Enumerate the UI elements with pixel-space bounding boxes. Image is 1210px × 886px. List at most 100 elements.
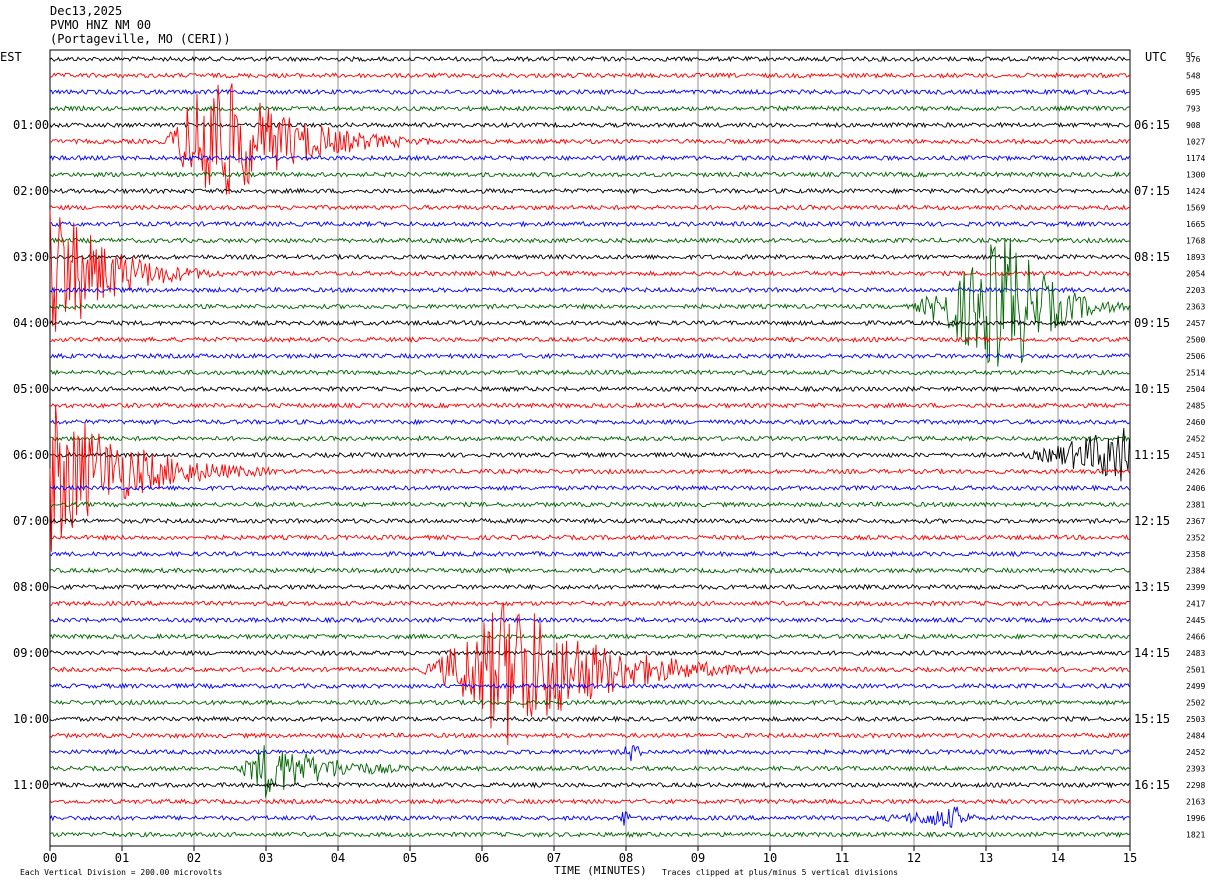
dc-offset-value: 548 bbox=[1186, 72, 1201, 81]
x-tick-label: 02 bbox=[187, 851, 201, 865]
right-timezone-label: UTC bbox=[1145, 50, 1167, 64]
dc-offset-value: 2406 bbox=[1186, 484, 1205, 493]
x-tick-label: 01 bbox=[115, 851, 129, 865]
dc-offset-value: 695 bbox=[1186, 88, 1201, 97]
dc-offset-value: 1893 bbox=[1186, 253, 1205, 262]
plot-frame bbox=[49, 49, 1131, 847]
trace-line bbox=[49, 319, 1130, 327]
trace-line bbox=[49, 237, 1130, 367]
dc-offset-value: 908 bbox=[1186, 121, 1201, 130]
dc-offset-value: 2466 bbox=[1186, 633, 1205, 642]
dc-offset-value: 2500 bbox=[1186, 336, 1205, 345]
x-tick-label: 14 bbox=[1051, 851, 1065, 865]
dc-offset-value: 2352 bbox=[1186, 534, 1205, 543]
scale-note: Each Vertical Division = 200.00 microvol… bbox=[20, 868, 222, 877]
right-hour-label: 14:15 bbox=[1134, 646, 1170, 660]
trace-line bbox=[49, 385, 1130, 393]
x-tick-label: 12 bbox=[907, 851, 921, 865]
dc-offset-value: 2484 bbox=[1186, 732, 1205, 741]
dc-offset-value: 2452 bbox=[1186, 748, 1205, 757]
x-tick-label: 04 bbox=[331, 851, 345, 865]
x-tick-label: 11 bbox=[835, 851, 849, 865]
station-location: (Portageville, MO (CERI)) bbox=[50, 32, 231, 46]
dc-offset-value: 2417 bbox=[1186, 600, 1205, 609]
dc-offset-value: 2399 bbox=[1186, 583, 1205, 592]
trace-line bbox=[49, 171, 1130, 178]
trace-line bbox=[49, 633, 1130, 640]
trace-line bbox=[49, 732, 1130, 739]
trace-line bbox=[49, 336, 1130, 344]
trace-line bbox=[49, 428, 1130, 482]
x-tick-label: 07 bbox=[547, 851, 561, 865]
right-hour-label: 15:15 bbox=[1134, 712, 1170, 726]
dc-offset-value: 2514 bbox=[1186, 369, 1205, 378]
dc-offset-value: 2452 bbox=[1186, 435, 1205, 444]
dc-offset-value: 1821 bbox=[1186, 831, 1205, 840]
trace-line bbox=[49, 831, 1130, 839]
dc-offset-value: 1996 bbox=[1186, 814, 1205, 823]
dc-offset-value: 2485 bbox=[1186, 402, 1205, 411]
x-tick-label: 09 bbox=[691, 851, 705, 865]
trace-line bbox=[49, 601, 1130, 746]
dc-offset-value: 2460 bbox=[1186, 418, 1205, 427]
trace-line bbox=[49, 649, 1130, 657]
right-hour-label: 08:15 bbox=[1134, 250, 1170, 264]
trace-line bbox=[49, 286, 1130, 294]
left-hour-label: 04:00 bbox=[13, 316, 49, 330]
x-tick-label: 10 bbox=[763, 851, 777, 865]
dc-offset-value: 1665 bbox=[1186, 220, 1205, 229]
dc-offset-value: 2363 bbox=[1186, 303, 1205, 312]
trace-line bbox=[49, 55, 1130, 63]
dc-offset-value: 2503 bbox=[1186, 715, 1205, 724]
dc-offset-value: 2367 bbox=[1186, 517, 1205, 526]
dc-offset-value: 1300 bbox=[1186, 171, 1205, 180]
right-hour-label: 07:15 bbox=[1134, 184, 1170, 198]
trace-line bbox=[49, 501, 1130, 508]
trace-line bbox=[50, 83, 1130, 195]
left-hour-label: 01:00 bbox=[13, 118, 49, 132]
right-hour-label: 06:15 bbox=[1134, 118, 1170, 132]
trace-line bbox=[49, 781, 1130, 789]
trace-line bbox=[49, 682, 1130, 690]
right-hour-label: 16:15 bbox=[1134, 778, 1170, 792]
trace-line bbox=[49, 369, 1130, 376]
record-date: Dec13,2025 bbox=[50, 4, 123, 18]
x-tick-label: 06 bbox=[475, 851, 489, 865]
trace-line bbox=[50, 434, 1130, 443]
dc-offset-value: 2451 bbox=[1186, 451, 1205, 460]
right-hour-label: 13:15 bbox=[1134, 580, 1170, 594]
dc-offset-value: 1174 bbox=[1186, 154, 1205, 163]
station-code: PVMO HNZ NM 00 bbox=[50, 18, 152, 32]
trace-line bbox=[49, 203, 1130, 211]
trace-line bbox=[49, 154, 1130, 162]
trace-line bbox=[49, 105, 1130, 112]
left-hour-label: 03:00 bbox=[13, 250, 49, 264]
trace-line bbox=[49, 210, 1130, 332]
clip-note: Traces clipped at plus/minus 5 vertical … bbox=[662, 868, 898, 877]
left-hour-label: 10:00 bbox=[13, 712, 49, 726]
left-hour-label: 09:00 bbox=[13, 646, 49, 660]
axis-labels: 01:00 02:00 03:00 04:00 05:00 06:00 07:00 08:00… bbox=[0, 50, 1205, 877]
left-hour-label: 08:00 bbox=[13, 580, 49, 594]
dc-offset-value: 2384 bbox=[1186, 567, 1205, 576]
trace-line bbox=[49, 517, 1130, 525]
dc-offset-value: 2054 bbox=[1186, 270, 1205, 279]
dc-label: DC bbox=[1186, 51, 1194, 59]
dc-offset-value: 376 bbox=[1186, 55, 1201, 64]
dc-offset-value: 2381 bbox=[1186, 501, 1205, 510]
trace-line bbox=[49, 698, 1130, 707]
left-hour-label: 11:00 bbox=[13, 778, 49, 792]
dc-offset-value: 2501 bbox=[1186, 666, 1205, 675]
trace-line bbox=[49, 253, 1130, 261]
trace-line bbox=[49, 616, 1130, 624]
dc-offset-value: 2506 bbox=[1186, 352, 1205, 361]
left-hour-label: 02:00 bbox=[13, 184, 49, 198]
left-hour-label: 07:00 bbox=[13, 514, 49, 528]
trace-line bbox=[49, 418, 1130, 426]
x-tick-label: 08 bbox=[619, 851, 633, 865]
dc-offset-value: 793 bbox=[1186, 105, 1201, 114]
dc-offset-value: 2426 bbox=[1186, 468, 1205, 477]
dc-offset-value: 1569 bbox=[1186, 204, 1205, 213]
seismic-traces bbox=[49, 55, 1130, 839]
trace-line bbox=[49, 715, 1130, 723]
